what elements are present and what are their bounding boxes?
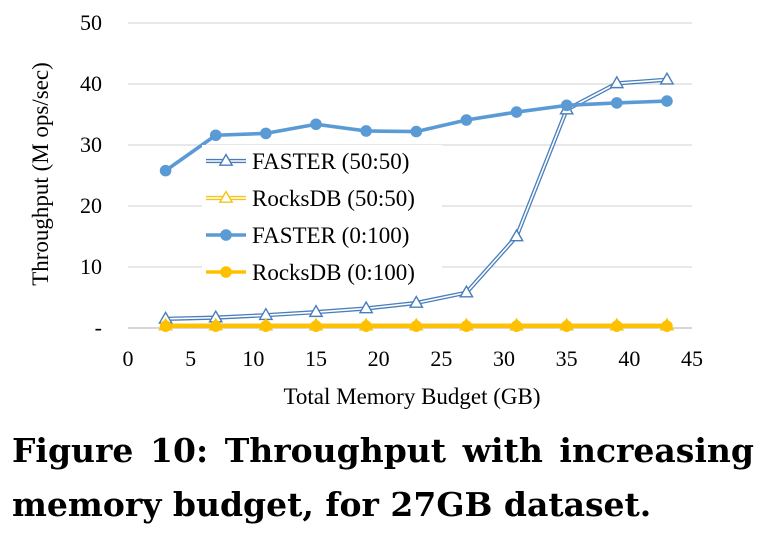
data-point — [460, 320, 473, 332]
legend-marker — [220, 229, 232, 241]
data-point — [260, 127, 272, 140]
data-point — [360, 125, 372, 137]
data-point — [308, 304, 324, 318]
legend-label: RocksDB (0:100) — [252, 260, 415, 285]
data-point — [611, 320, 623, 332]
x-tick-label: 40 — [618, 346, 640, 371]
legend-label: FASTER (0:100) — [252, 223, 409, 248]
y-tick-label: 50 — [80, 10, 102, 35]
legend-marker — [218, 190, 234, 203]
data-point — [260, 320, 272, 332]
series-faster-0-100 — [159, 95, 673, 177]
legend-marker — [220, 266, 232, 278]
y-tick-label: 40 — [80, 71, 102, 96]
data-point — [510, 106, 523, 118]
data-point — [609, 75, 625, 89]
series-rocksdb-0-100 — [159, 320, 673, 332]
x-tick-label: 10 — [242, 346, 264, 371]
y-tick-label: 30 — [80, 132, 102, 157]
x-tick-label: 15 — [305, 346, 327, 371]
data-point — [611, 97, 623, 109]
data-point — [410, 125, 423, 138]
data-point — [509, 228, 524, 242]
legend-marker — [218, 153, 234, 166]
data-point — [661, 320, 673, 332]
data-point — [159, 320, 172, 332]
data-point — [661, 95, 673, 107]
legend-item: FASTER (0:100) — [202, 219, 442, 251]
x-tick-label: 0 — [123, 346, 134, 371]
y-tick-label: - — [95, 315, 102, 340]
data-point — [410, 320, 423, 332]
data-point — [360, 320, 372, 332]
data-point — [358, 300, 374, 314]
data-point — [510, 320, 523, 332]
x-tick-label: 25 — [430, 346, 452, 371]
x-axis-title: Total Memory Budget (GB) — [283, 384, 540, 409]
legend-label: RocksDB (50:50) — [252, 186, 415, 211]
legend-item: RocksDB (50:50) — [202, 182, 442, 214]
series-layer — [158, 71, 675, 332]
y-tick-label: 10 — [80, 254, 102, 279]
data-point — [459, 284, 474, 298]
axes: - 10 20 30 40 50 0 5 10 15 20 25 30 35 40 45 — [80, 10, 703, 371]
figure-caption: Figure 10: Throughput with increasing me… — [12, 431, 754, 524]
x-tick-label: 5 — [185, 346, 196, 371]
legend-label: FASTER (50:50) — [252, 149, 409, 174]
legend-item: RocksDB (0:100) — [202, 256, 442, 288]
x-tick-label: 35 — [556, 346, 578, 371]
data-point — [560, 320, 573, 332]
data-point — [460, 114, 473, 126]
legend-item: FASTER (50:50) — [202, 145, 442, 177]
data-point — [310, 118, 322, 131]
x-tick-label: 30 — [493, 346, 515, 371]
legend: FASTER (50:50) RocksDB (50:50) FASTER (0:1… — [202, 145, 442, 288]
y-axis-title: Throughput (M ops/sec) — [28, 62, 53, 286]
x-tick-label: 45 — [681, 346, 703, 371]
data-point — [408, 295, 424, 308]
x-tick-label: 20 — [368, 346, 390, 371]
data-point — [310, 320, 322, 332]
throughput-chart: - 10 20 30 40 50 0 5 10 15 20 25 30 35 40 45 FASTER (50… — [28, 10, 703, 409]
y-tick-label: 20 — [80, 193, 102, 218]
data-point — [159, 164, 172, 177]
data-point — [659, 71, 675, 85]
data-point — [560, 99, 573, 112]
data-point — [209, 320, 222, 332]
data-point — [209, 129, 222, 142]
